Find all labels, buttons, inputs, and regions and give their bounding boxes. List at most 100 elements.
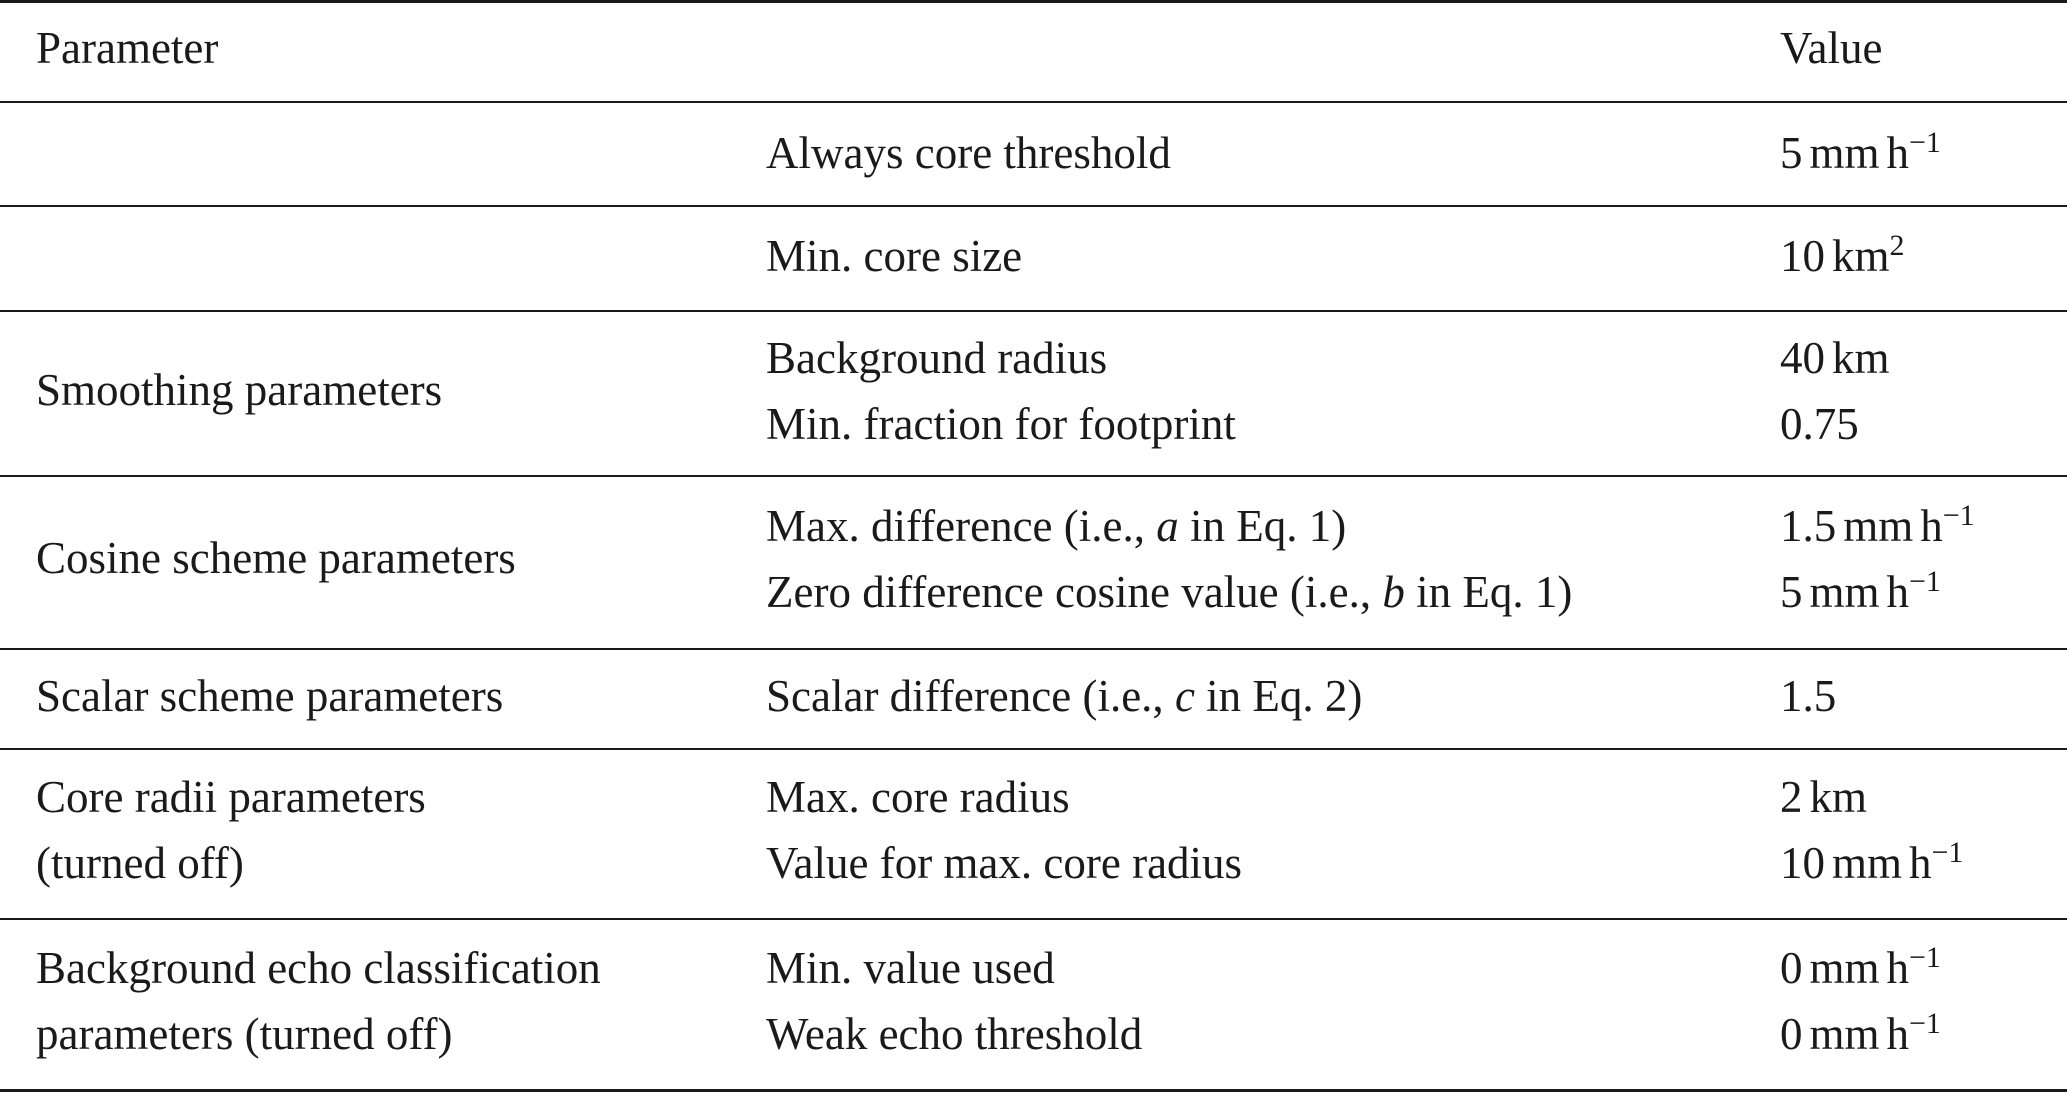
row-2-rule — [0, 475, 2067, 477]
group-text: (turned off) — [36, 838, 244, 888]
value-number: 5 — [1780, 128, 1803, 178]
value-text: 5 mm h−1 — [1780, 559, 1975, 625]
row-4-name: Scalar difference (i.e., c in Eq. 2) — [766, 663, 1362, 729]
name-text: Zero difference cosine value (i.e., b in… — [766, 559, 1572, 625]
value-exponent: −1 — [1909, 564, 1941, 598]
row-1-value: 10 km2 — [1780, 223, 1905, 289]
name-variable: c — [1174, 671, 1195, 721]
group-text: parameters (turned off) — [36, 1009, 453, 1059]
value-unit: mm — [1832, 838, 1903, 888]
name-pre: Scalar difference (i.e., — [766, 671, 1175, 721]
group-text: Background echo classification — [36, 943, 601, 993]
row-0-rule — [0, 205, 2067, 207]
value-text: 0 mm h−1 — [1780, 935, 1941, 1001]
value-text: 40 km — [1780, 325, 1890, 391]
value-unit: mm — [1843, 501, 1914, 551]
value-text: 0.75 — [1780, 391, 1890, 457]
value-number: 10 — [1780, 838, 1825, 888]
value-text: 0 mm h−1 — [1780, 1001, 1941, 1067]
row-1-rule — [0, 310, 2067, 312]
value-exponent: −1 — [1942, 498, 1975, 532]
bottom-rule — [0, 1089, 2067, 1092]
value-unit: mm — [1809, 943, 1880, 993]
name-post: in Eq. 1) — [1404, 567, 1573, 617]
header-value: Value — [1780, 23, 1883, 73]
row-3-value: 1.5 mm h−1 5 mm h−1 — [1780, 493, 1975, 625]
row-2-value: 40 km 0.75 — [1780, 325, 1890, 457]
value-unit2: h — [1909, 838, 1932, 888]
value-exponent: −1 — [1909, 125, 1941, 159]
name-text: Value for max. core radius — [766, 838, 1243, 888]
header-rule — [0, 101, 2067, 103]
value-unit: mm — [1809, 1009, 1880, 1059]
value-text: 2 km — [1780, 764, 1963, 830]
top-rule — [0, 0, 2067, 3]
value-number: 5 — [1780, 567, 1803, 617]
row-6-name: Min. value used Weak echo threshold — [766, 935, 1142, 1067]
name-variable: a — [1156, 501, 1179, 551]
row-5-name: Max. core radius Value for max. core rad… — [766, 764, 1242, 896]
value-number: 1.5 — [1780, 501, 1837, 551]
name-text: Background radius — [766, 333, 1108, 383]
group-text: Smoothing parameters — [36, 365, 443, 415]
row-4-group: Scalar scheme parameters — [36, 663, 503, 729]
name-text: Always core threshold — [766, 128, 1171, 178]
name-post: in Eq. 1) — [1178, 501, 1347, 551]
value-text: 5 mm h−1 — [1780, 120, 1941, 186]
value-unit2: h — [1886, 128, 1910, 178]
value-unit: mm — [1809, 128, 1880, 178]
row-0-name: Always core threshold — [766, 120, 1171, 186]
value-number: 2 — [1780, 772, 1803, 822]
row-6-value: 0 mm h−1 0 mm h−1 — [1780, 935, 1941, 1067]
group-text: Scalar scheme parameters — [36, 671, 504, 721]
value-unit: km — [1832, 333, 1890, 383]
row-4-value: 1.5 — [1780, 663, 1836, 729]
value-exponent: −1 — [1931, 835, 1964, 869]
name-pre: Max. difference (i.e., — [766, 501, 1157, 551]
row-3-group: Cosine scheme parameters — [36, 525, 516, 591]
group-text: Core radii parameters — [36, 772, 426, 822]
value-unit2: h — [1886, 567, 1910, 617]
group-text: Cosine scheme parameters — [36, 533, 516, 583]
value-unit: km — [1809, 772, 1868, 822]
name-post: in Eq. 2) — [1194, 671, 1363, 721]
name-pre: Zero difference cosine value (i.e., — [766, 567, 1383, 617]
value-exponent: −1 — [1909, 1006, 1941, 1040]
row-5-rule — [0, 918, 2067, 920]
header-parameter: Parameter — [36, 23, 219, 73]
value-number: 0 — [1780, 1009, 1803, 1059]
name-text: Min. value used — [766, 943, 1055, 993]
name-text: Min. core size — [766, 231, 1023, 281]
row-1-name: Min. core size — [766, 223, 1022, 289]
value-exponent: −1 — [1909, 940, 1941, 974]
row-5-value: 2 km 10 mm h−1 — [1780, 764, 1963, 896]
value-unit: mm — [1809, 567, 1880, 617]
row-4-rule — [0, 748, 2067, 750]
value-text: 10 mm h−1 — [1780, 830, 1963, 896]
row-2-group: Smoothing parameters — [36, 357, 442, 423]
row-5-group: Core radii parameters (turned off) — [36, 764, 426, 896]
value-unit2: h — [1886, 943, 1910, 993]
value-number: 0.75 — [1780, 399, 1859, 449]
value-text: 1.5 — [1780, 663, 1836, 729]
value-number: 10 — [1780, 231, 1825, 281]
value-unit: km — [1832, 231, 1890, 281]
row-3-name: Max. difference (i.e., a in Eq. 1) Zero … — [766, 493, 1572, 625]
value-text: 10 km2 — [1780, 223, 1905, 289]
name-text: Weak echo threshold — [766, 1009, 1143, 1059]
name-variable: b — [1382, 567, 1405, 617]
row-2-name: Background radius Min. fraction for foot… — [766, 325, 1236, 457]
value-number: 40 — [1780, 333, 1825, 383]
name-text: Max. core radius — [766, 772, 1070, 822]
value-unit2: h — [1920, 501, 1943, 551]
value-exponent: 2 — [1889, 228, 1905, 262]
row-6-group: Background echo classification parameter… — [36, 935, 601, 1067]
name-text: Max. difference (i.e., a in Eq. 1) — [766, 493, 1572, 559]
name-text: Scalar difference (i.e., c in Eq. 2) — [766, 663, 1362, 729]
value-number: 0 — [1780, 943, 1803, 993]
name-text: Min. fraction for footprint — [766, 399, 1236, 449]
value-number: 1.5 — [1780, 671, 1837, 721]
row-3-rule — [0, 648, 2067, 650]
value-text: 1.5 mm h−1 — [1780, 493, 1975, 559]
